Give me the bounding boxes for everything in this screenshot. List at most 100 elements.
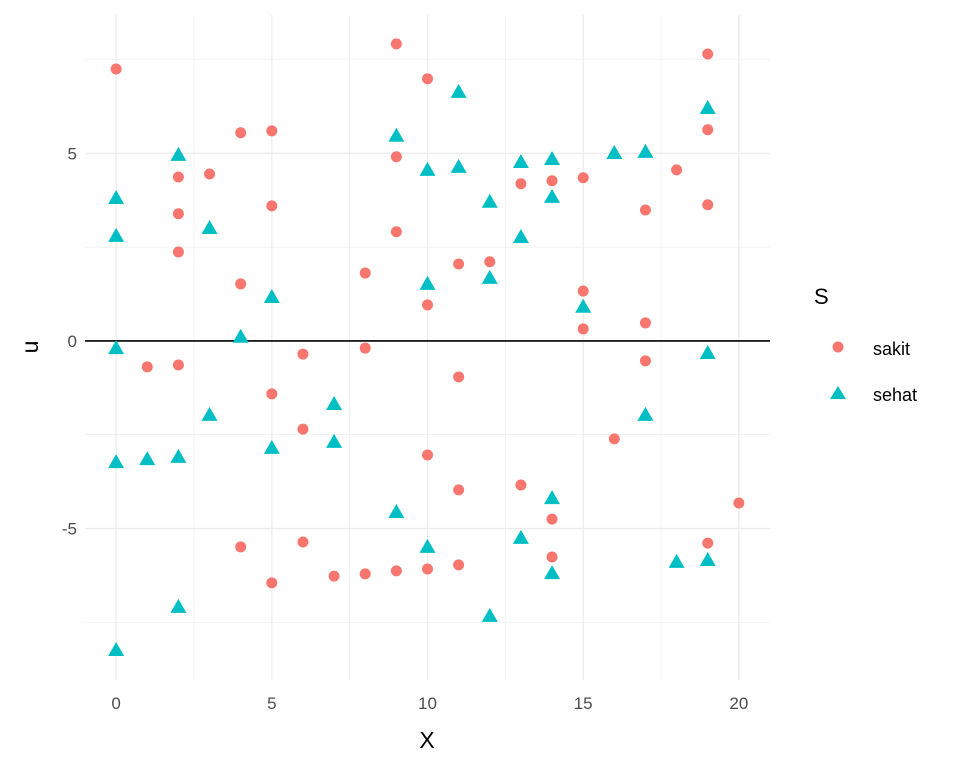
y-tick-label: 5: [68, 144, 77, 163]
point-sakit: [702, 124, 714, 136]
point-sakit: [422, 299, 433, 311]
point-sehat: [575, 298, 592, 313]
point-sehat: [232, 328, 249, 343]
x-tick-label: 15: [574, 694, 593, 713]
point-sakit: [484, 256, 496, 268]
point-sehat: [544, 490, 561, 505]
point-sehat: [637, 406, 654, 421]
point-sakit: [390, 565, 402, 577]
point-sakit: [671, 164, 683, 176]
point-sehat: [326, 395, 343, 410]
x-tick-label: 10: [418, 694, 437, 713]
point-sakit: [172, 359, 184, 371]
point-sehat: [512, 529, 529, 544]
point-sehat: [544, 565, 561, 580]
point-sakit: [297, 536, 309, 548]
point-sakit: [453, 371, 465, 383]
point-sakit: [639, 355, 651, 367]
point-sehat: [481, 193, 498, 208]
point-sakit: [266, 388, 278, 400]
legend-key-sehat: [830, 386, 846, 399]
point-sakit: [141, 361, 153, 373]
point-sakit: [266, 200, 278, 212]
y-tick-labels: -5 0 5: [62, 144, 77, 538]
x-axis-title: X: [419, 727, 434, 753]
point-sakit: [172, 246, 184, 258]
legend: S sakit sehat: [814, 284, 917, 405]
point-sakit: [359, 342, 371, 354]
point-sakit: [422, 449, 433, 461]
x-tick-label: 20: [729, 694, 748, 713]
point-sakit: [235, 127, 247, 139]
point-sakit: [204, 168, 216, 180]
point-sehat: [170, 598, 187, 613]
point-sakit: [639, 204, 651, 216]
point-sehat: [263, 439, 280, 454]
point-sehat: [201, 220, 218, 235]
point-sehat: [637, 143, 654, 158]
point-sehat: [419, 161, 436, 176]
point-sehat: [170, 448, 187, 463]
point-sakit: [702, 48, 714, 60]
legend-label-sehat: sehat: [873, 385, 917, 405]
point-sakit: [453, 258, 465, 270]
point-sakit: [546, 175, 558, 187]
point-sakit: [172, 208, 184, 220]
point-sehat: [108, 190, 125, 205]
point-sakit: [515, 479, 527, 491]
point-sehat: [108, 641, 125, 656]
y-tick-label: -5: [62, 519, 77, 538]
point-sehat: [388, 127, 405, 142]
y-axis-title: u: [17, 341, 43, 354]
point-sehat: [512, 154, 529, 169]
point-sehat: [263, 289, 280, 304]
point-sehat: [544, 151, 561, 166]
point-sehat: [450, 158, 467, 173]
point-sakit: [453, 559, 465, 571]
legend-label-sakit: sakit: [873, 339, 910, 359]
point-sakit: [577, 323, 589, 335]
y-tick-label: 0: [68, 332, 77, 351]
point-sakit: [235, 541, 247, 553]
point-sakit: [172, 171, 184, 183]
point-sakit: [546, 551, 558, 563]
point-sakit: [235, 278, 247, 290]
point-sehat: [606, 145, 623, 160]
point-sakit: [733, 497, 745, 509]
legend-title: S: [814, 284, 829, 309]
point-sakit: [639, 317, 651, 329]
point-sakit: [546, 513, 558, 525]
point-sakit: [702, 199, 714, 211]
point-sehat: [170, 146, 187, 161]
point-sakit: [577, 172, 589, 184]
point-sakit: [359, 267, 371, 279]
point-sehat: [481, 269, 498, 284]
point-sakit: [608, 433, 620, 445]
point-sakit: [328, 570, 340, 582]
x-tick-label: 0: [111, 694, 120, 713]
point-sehat: [668, 553, 685, 568]
point-sakit: [110, 63, 122, 75]
point-sakit: [702, 537, 714, 549]
point-sehat: [201, 406, 218, 421]
point-sakit: [422, 563, 433, 575]
point-sehat: [108, 454, 125, 469]
point-sehat: [108, 340, 125, 355]
point-sakit: [266, 577, 278, 589]
x-tick-label: 5: [267, 694, 276, 713]
point-sakit: [359, 568, 371, 580]
point-sehat: [108, 227, 125, 242]
point-sehat: [139, 451, 156, 466]
point-sehat: [419, 275, 436, 290]
point-sehat: [512, 229, 529, 244]
x-tick-labels: 0 5 10 15 20: [111, 694, 748, 713]
points: [108, 38, 745, 656]
point-sakit: [577, 285, 589, 297]
point-sehat: [450, 83, 467, 98]
point-sehat: [419, 538, 436, 553]
legend-key-sakit: [832, 341, 844, 353]
grid: [85, 15, 770, 680]
point-sakit: [390, 38, 402, 50]
point-sakit: [515, 178, 527, 190]
